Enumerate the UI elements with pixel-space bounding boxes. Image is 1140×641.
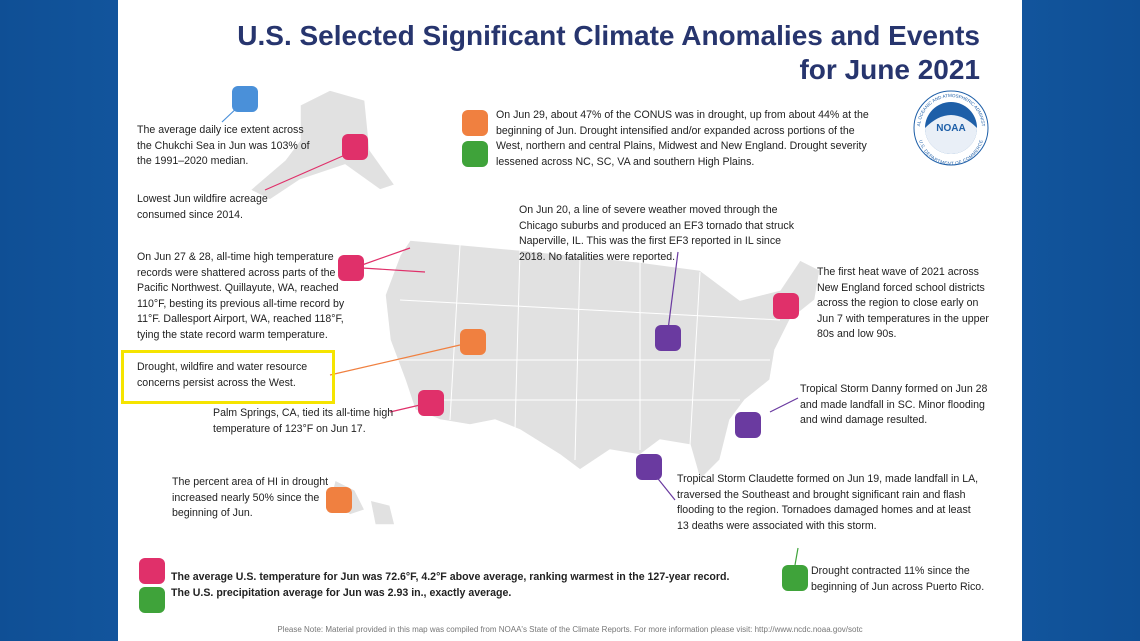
leaders xyxy=(221,104,799,566)
annotation: Palm Springs, CA, tied its all-time high… xyxy=(213,406,393,437)
annotation: Drought, wildfire and water resource conc… xyxy=(137,360,307,391)
annotation-line: concerns persist across the West. xyxy=(137,376,296,389)
annotation-line: Chicago suburbs and produced an EF3 torn… xyxy=(519,219,795,232)
annotation: Lowest Jun wildfire acreage consumed sinc… xyxy=(137,192,268,223)
annotation-line: Drought contracted 11% since the xyxy=(811,565,970,577)
icon-temp xyxy=(139,558,165,584)
annotation-line: across the region to close early on xyxy=(817,297,979,309)
annotation-line: beginning of Jun. xyxy=(172,507,253,519)
annotation-line: records were shattered across parts of t… xyxy=(137,266,336,279)
annotation: The percent area of HI in drought increas… xyxy=(172,475,328,522)
icon-storm xyxy=(636,454,662,480)
summary: The average U.S. temperature for Jun was… xyxy=(171,571,730,583)
annotation: The average daily ice extent across the C… xyxy=(137,123,310,170)
annotation-line: increased nearly 50% since the xyxy=(172,491,320,504)
annotation-line: Drought, wildfire and water resource xyxy=(137,361,308,373)
annotation-line: lessened across NC, SC, VA and southern … xyxy=(496,155,755,168)
annotation-line: 2018. No fatalities were reported. xyxy=(519,250,676,263)
annotation-line: On Jun 29, about 47% of the CONUS was in… xyxy=(496,109,869,121)
icon-drought xyxy=(326,487,352,513)
icon-fire xyxy=(342,134,368,160)
annotation-line: consumed since 2014. xyxy=(137,208,244,221)
icon-precip xyxy=(139,587,165,613)
annotation: On Jun 27 & 28, all-time high temperatur… xyxy=(137,250,344,343)
annotation-line: Tropical Storm Danny formed on Jun 28 xyxy=(800,383,988,395)
annotation-line: West, northern and central Plains, Midwe… xyxy=(496,140,867,152)
annotation: On Jun 20, a line of severe weather move… xyxy=(519,203,794,265)
annotation: On Jun 29, about 47% of the CONUS was in… xyxy=(496,108,869,170)
annotation: Tropical Storm Claudette formed on Jun 1… xyxy=(677,472,978,534)
annotation-line: temperature of 123°F on Jun 17. xyxy=(213,422,366,435)
annotation-line: The average daily ice extent across xyxy=(137,124,304,136)
annotation-line: tying the state record warm temperature. xyxy=(137,328,328,341)
highlight-box xyxy=(121,350,335,404)
icon-tornado xyxy=(655,325,681,351)
annotation-line: 110°F, besting its previous all-time rec… xyxy=(137,297,345,310)
annotation-line: The first heat wave of 2021 across xyxy=(817,266,979,278)
annotation-line: 11°F. Dallesport Airport, WA, reached 11… xyxy=(137,313,344,325)
icon-wet xyxy=(782,565,808,591)
annotation-line: flooding to the region. Tornadoes damage… xyxy=(677,504,971,516)
annotation-line: beginning of Jun. Drought intensified an… xyxy=(496,124,855,137)
title: for June 2021 xyxy=(799,54,980,85)
annotation-line: Jun 7 with temperatures in the upper xyxy=(817,312,989,325)
state-borders xyxy=(395,244,781,461)
annotation-line: Palm Springs, CA, tied its all-time high xyxy=(213,407,394,419)
annotation-line: New England forced school districts xyxy=(817,281,985,294)
annotation-line: the 1991–2020 median. xyxy=(137,155,249,167)
footer: Please Note: Material provided in this m… xyxy=(277,625,863,634)
logo-name: NOAA xyxy=(936,123,965,134)
icon-warning xyxy=(460,329,486,355)
icon-heat xyxy=(338,255,364,281)
annotation: Tropical Storm Danny formed on Jun 28 and… xyxy=(800,382,987,429)
annotation: Drought contracted 11% since the beginnin… xyxy=(811,564,984,595)
annotation-line: and made landfall in SC. Minor flooding xyxy=(800,398,985,411)
annotation-line: the Chukchi Sea in Jun was 103% of xyxy=(137,139,310,152)
annotation-line: Naperville, IL. This was the first EF3 r… xyxy=(519,235,782,247)
annotation-line: 13 deaths were associated with this stor… xyxy=(677,519,877,532)
annotation-line: Lowest Jun wildfire acreage xyxy=(137,193,268,205)
annotation-line: Tropical Storm Claudette formed on Jun 1… xyxy=(677,473,979,485)
icon-heat xyxy=(773,293,799,319)
annotation-line: and wind damage resulted. xyxy=(800,414,928,426)
annotation-line: On Jun 27 & 28, all-time high temperatur… xyxy=(137,251,334,263)
annotation-line: The percent area of HI in drought xyxy=(172,476,329,488)
icon-drought xyxy=(462,110,488,136)
icon-storm xyxy=(735,412,761,438)
summary: The U.S. precipitation average for Jun w… xyxy=(171,587,512,599)
annotation: The first heat wave of 2021 across New En… xyxy=(817,265,989,343)
annotation-line: beginning of Jun across Puerto Rico. xyxy=(811,580,985,593)
icons xyxy=(139,86,808,613)
icon-heat xyxy=(418,390,444,416)
annotation-line: Pacific Northwest. Quillayute, WA, reach… xyxy=(137,282,339,294)
annotation-line: 80s and low 90s. xyxy=(817,328,897,340)
icon-wet xyxy=(462,141,488,167)
annotation-line: traversed the Southeast and brought sign… xyxy=(677,488,966,501)
annotation-line: On Jun 20, a line of severe weather move… xyxy=(519,204,778,216)
title: U.S. Selected Significant Climate Anomal… xyxy=(237,20,980,51)
icon-ice xyxy=(232,86,258,112)
